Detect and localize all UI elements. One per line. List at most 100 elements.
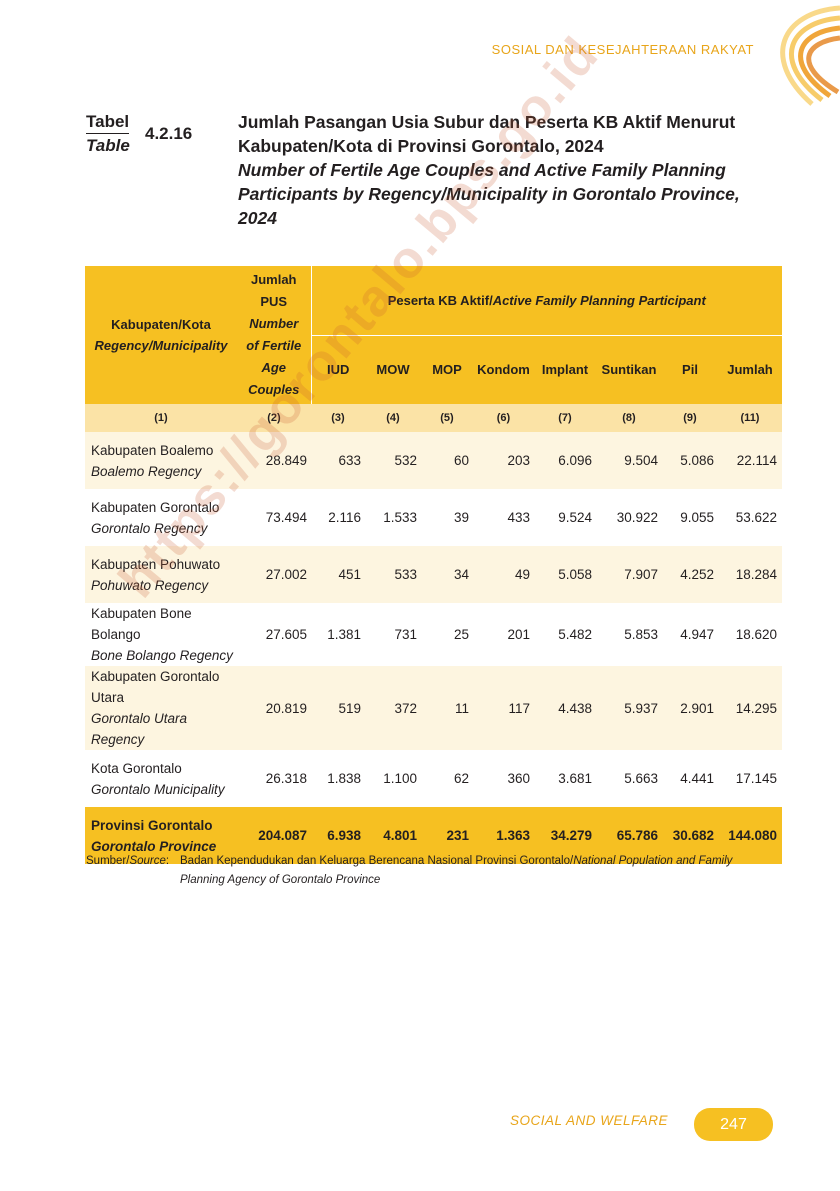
header-kondom: Kondom [477,362,530,378]
value-mop: 39 [453,510,469,525]
value-suntikan: 30.922 [616,510,658,525]
value-pus: 27.002 [265,567,307,582]
table-row: Kabupaten Gorontalo Gorontalo Regency 73.… [85,489,782,546]
header-implant: Implant [541,362,589,378]
region-name-en: Boalemo Regency [91,463,202,479]
value-iud: 1.381 [327,627,361,642]
value-pil: 2.901 [680,700,714,716]
value-mow: 1.533 [383,510,417,525]
total-iud: 6.938 [327,828,361,843]
value-mow: 1.100 [383,771,417,786]
table-row: Kota Gorontalo Gorontalo Municipality 26.… [85,750,782,807]
data-table: Kabupaten/Kota Regency/Municipality Juml… [85,266,782,864]
value-mop: 34 [453,567,469,582]
col-number: (1) [154,412,168,424]
value-pil: 4.947 [680,627,714,642]
region-name-id: Kabupaten Gorontalo Utara [91,669,220,705]
value-pus: 73.494 [265,510,307,525]
total-pil: 30.682 [672,828,714,843]
header-iud: IUD [310,335,365,404]
table-row: Kabupaten Bone Bolango Bone Bolango Regen… [85,603,782,666]
value-iud: 633 [338,453,361,468]
value-kondom: 49 [514,567,530,582]
total-pus: 204.087 [258,828,307,843]
value-iud: 519 [338,700,361,716]
region-name-id: Kabupaten Bone Bolango [91,606,192,642]
header-pus-id-1: Jumlah [250,272,297,287]
col-number: (2) [267,412,281,424]
section-title: SOSIAL DAN KESEJAHTERAAN RAKYAT [491,42,754,57]
table-row: Kabupaten Pohuwato Pohuwato Regency 27.00… [85,546,782,603]
header-pus: Jumlah PUS Number of Fertile Age Couples [237,266,311,404]
total-name-en: Gorontalo Province [91,838,217,854]
source-label-id: Sumber/ [86,855,130,867]
value-implant: 9.524 [558,510,592,525]
col-number: (8) [622,412,636,424]
region-name-id: Kota Gorontalo [91,760,182,776]
header-group-id: Peserta KB Aktif/ [387,292,493,308]
value-kondom: 433 [507,510,530,525]
value-iud: 451 [338,567,361,582]
col-number: (4) [386,412,400,424]
value-jumlah: 18.284 [735,567,777,582]
value-pus: 20.819 [265,700,307,716]
header-group-en: Active Family Planning Participant [492,292,706,308]
table-title: Jumlah Pasangan Usia Subur dan Peserta K… [238,110,758,230]
total-mow: 4.801 [383,828,417,843]
decorative-swoosh-icon [780,5,840,106]
region-name-en: Pohuwato Regency [91,577,209,593]
header-pus-en-3: Age [261,360,287,375]
value-suntikan: 5.663 [624,771,658,786]
value-mop: 62 [453,771,469,786]
value-mop: 11 [454,700,469,716]
col-number: (3) [331,412,345,424]
value-pus: 27.605 [265,627,307,642]
source-text-en: National Population and Family Planning … [180,855,733,886]
col-number: (5) [440,412,454,424]
value-mop: 60 [453,453,469,468]
region-name: Kabupaten Pohuwato Pohuwato Regency [85,546,237,603]
header-pil: Pil [682,362,698,378]
page-number-badge: 247 [694,1108,773,1141]
value-mop: 25 [453,627,469,642]
source-label: Sumber/Source: [86,855,170,867]
col-number: (11) [740,412,760,424]
header-mop: MOP [432,362,462,378]
region-name: Kabupaten Boalemo Boalemo Regency [85,432,237,489]
region-name-id: Kabupaten Pohuwato [91,556,221,572]
col-number: (7) [558,412,572,424]
total-mop: 231 [446,828,469,843]
region-name-en: Gorontalo Municipality [91,781,225,797]
value-mow: 731 [394,627,417,642]
header-pus-en-1: Number [249,316,299,331]
footer-section-label: SOCIAL AND WELFARE [509,1113,668,1128]
value-jumlah: 14.295 [735,700,777,716]
value-suntikan: 5.937 [624,700,658,716]
source-label-en: Source [129,855,166,867]
header-region-id: Kabupaten/Kota [111,317,211,332]
value-suntikan: 5.853 [624,627,658,642]
col-number: (9) [683,412,697,424]
region-name: Kabupaten Gorontalo Utara Gorontalo Utara… [85,666,237,750]
total-name-id: Provinsi Gorontalo [91,817,213,833]
total-jumlah: 144.080 [728,828,777,843]
value-pus: 26.318 [265,771,307,786]
col-number: (6) [496,412,511,424]
header-pus-en-2: of Fertile [246,338,302,353]
total-suntikan: 65.786 [616,828,658,843]
value-implant: 5.482 [558,627,592,642]
value-kondom: 117 [508,700,530,716]
value-kondom: 360 [507,771,530,786]
source-note: Sumber/Source: Badan Kependudukan dan Ke… [86,852,766,890]
value-pil: 4.252 [680,567,714,582]
header-jumlah: Jumlah [727,362,773,378]
column-number-row: (1) (2) (3) (4) (5) (6) (7) (8) (9) (11) [85,404,782,432]
total-name: Provinsi Gorontalo Gorontalo Province [85,807,237,864]
region-name: Kabupaten Bone Bolango Bone Bolango Regen… [85,603,237,666]
region-name-id: Kabupaten Gorontalo [91,499,220,515]
value-suntikan: 7.907 [624,567,658,582]
value-pil: 9.055 [680,510,714,525]
table-label-en: Table [86,136,130,155]
region-name-en: Gorontalo Utara Regency [91,711,188,747]
table-label: Tabel Table [86,112,130,156]
